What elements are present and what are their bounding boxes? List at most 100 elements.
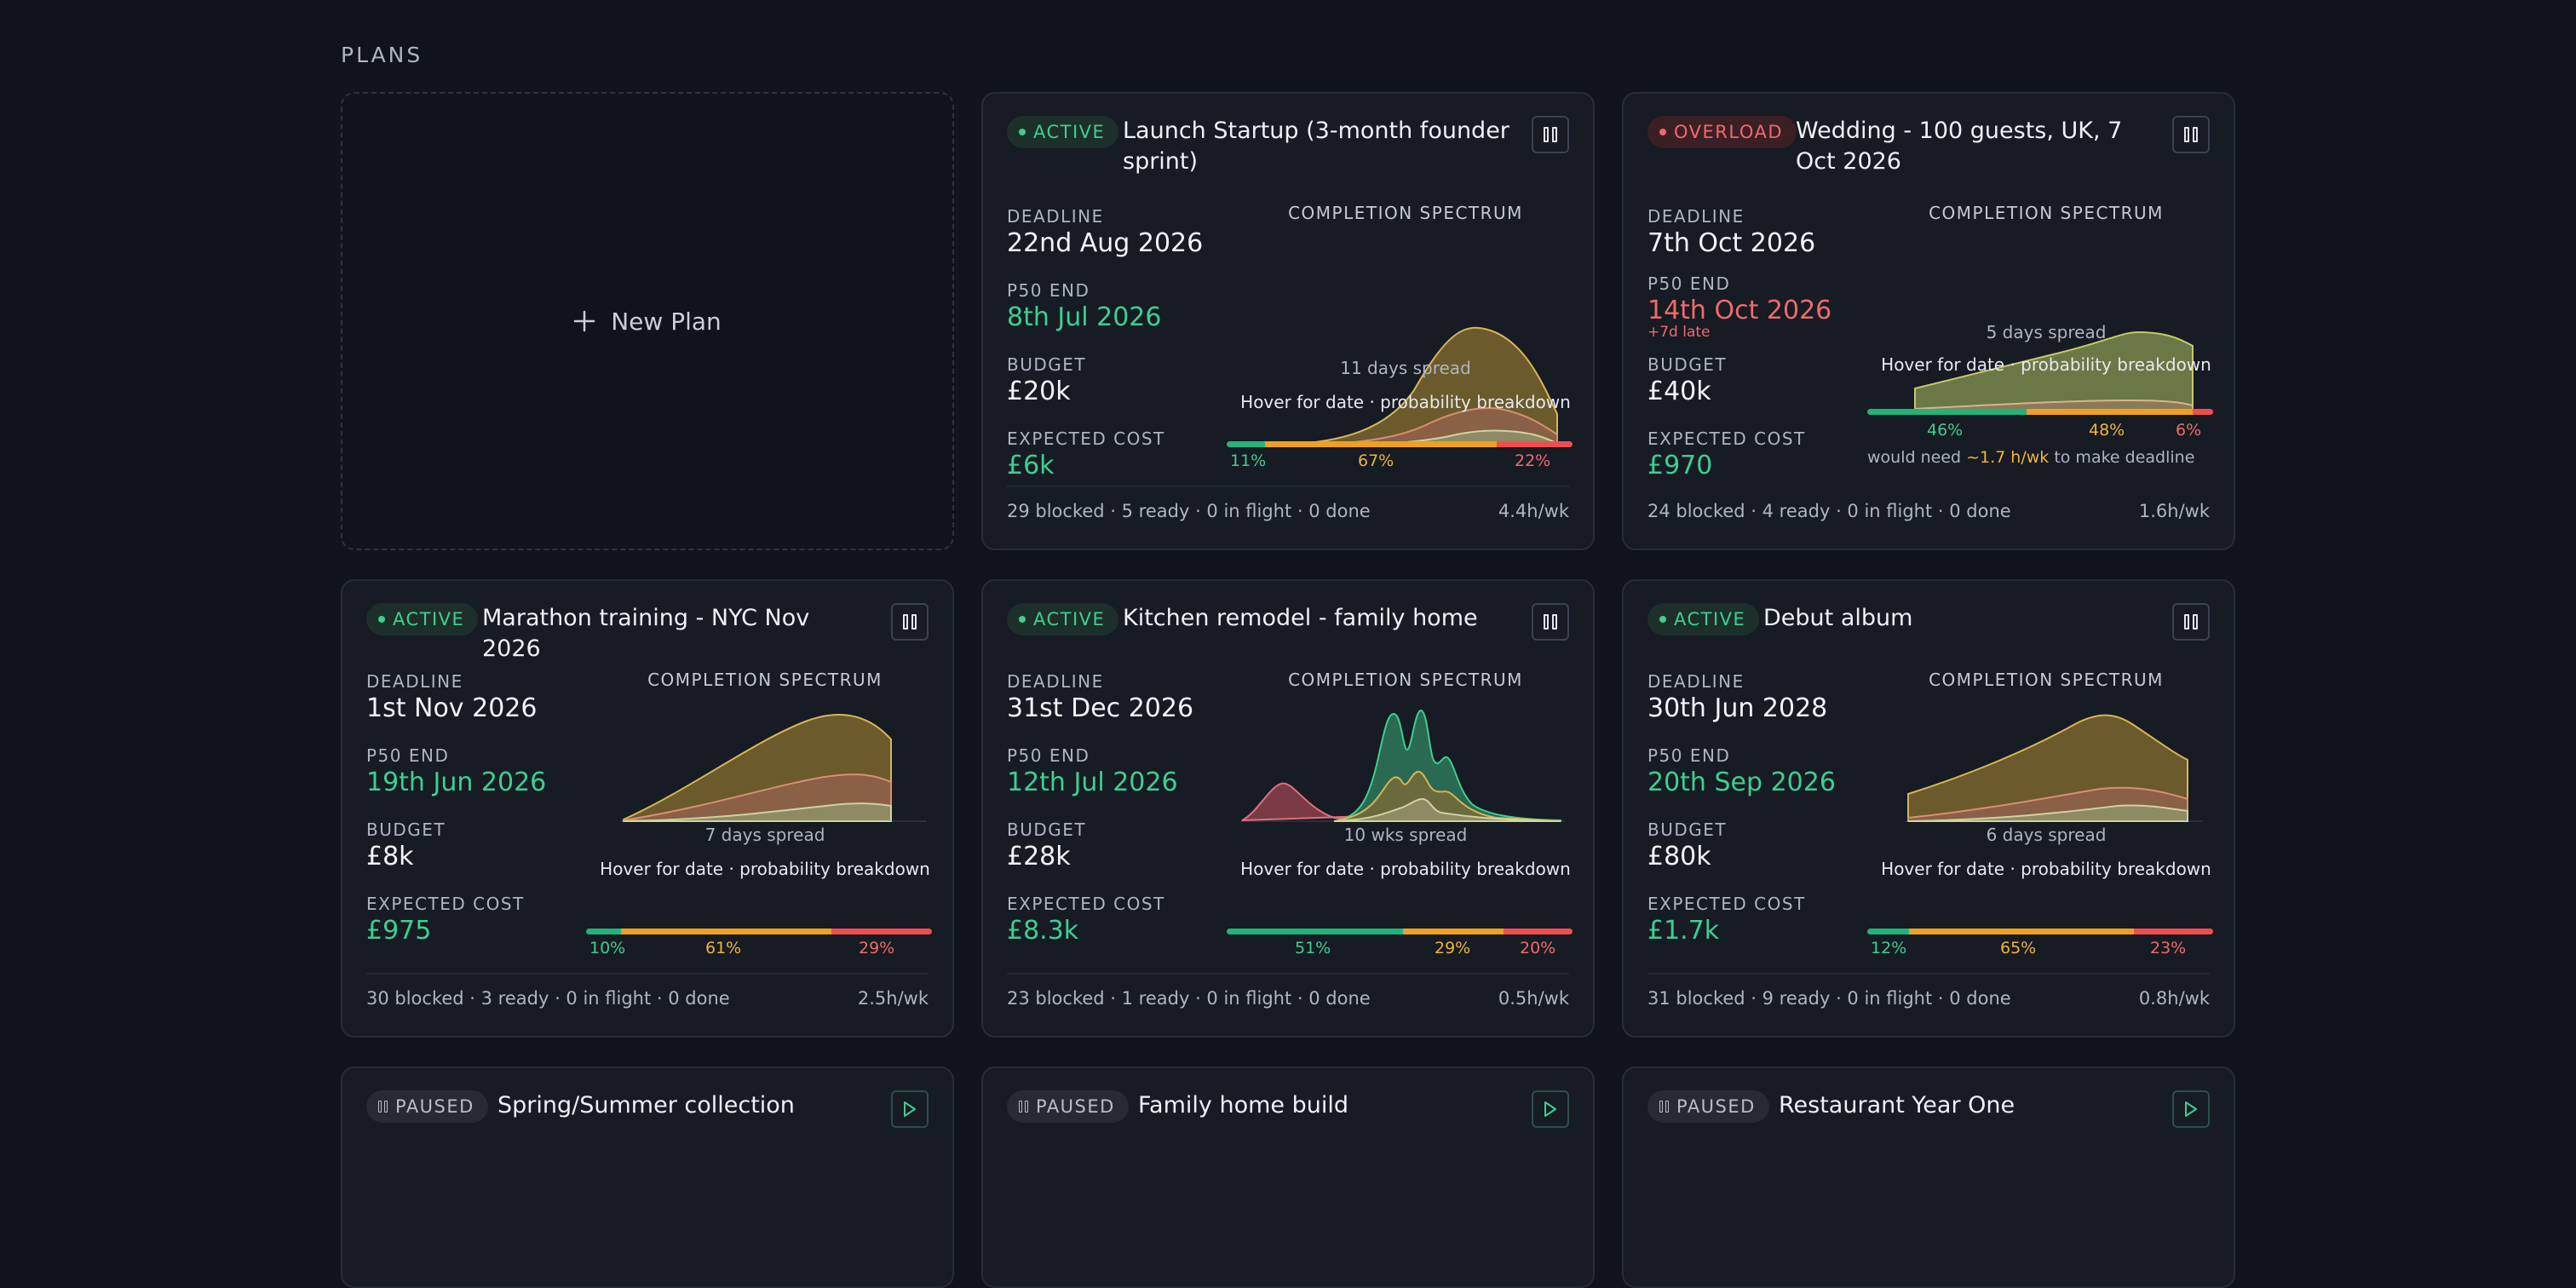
- plan-footer: 31 blocked · 9 ready · 0 in flight · 0 d…: [1647, 988, 2210, 1009]
- deadline-label: DEADLINE: [1007, 206, 1104, 227]
- plan-card-marathon[interactable]: ACTIVE Marathon training - NYC Nov 2026 …: [341, 579, 954, 1038]
- p50-value: 20th Sep 2026: [1647, 768, 1836, 797]
- spread-label: 7 days spread: [704, 825, 825, 845]
- plan-title[interactable]: Launch Startup (3-month founder sprint): [1123, 118, 1509, 175]
- weekly-rate: 0.8h/wk: [2138, 988, 2210, 1009]
- budget-label: BUDGET: [366, 819, 446, 840]
- play-icon: [2185, 1101, 2197, 1117]
- deadline-hint: would need ~1.7 h/wk to make deadline: [1867, 448, 2195, 467]
- p50-value: 8th Jul 2026: [1007, 302, 1162, 332]
- budget-value: £20k: [1007, 377, 1071, 406]
- budget-label: BUDGET: [1647, 819, 1728, 840]
- paused-icon: [1659, 1101, 1669, 1113]
- budget-value: £28k: [1007, 842, 1071, 871]
- resume-button[interactable]: [2172, 1090, 2210, 1128]
- status-badge: ACTIVE: [1007, 603, 1119, 635]
- pause-button[interactable]: [1532, 603, 1569, 641]
- pause-button[interactable]: [2172, 603, 2210, 641]
- deadline-value: 1st Nov 2026: [366, 693, 538, 723]
- completion-spectrum-chart[interactable]: [620, 705, 927, 825]
- cost-pct-over: 22%: [1515, 451, 1551, 470]
- divider: [1007, 486, 1569, 487]
- plan-card-family-home-build[interactable]: PAUSED Family home build: [981, 1067, 1595, 1288]
- status-dot-icon: [1019, 129, 1026, 135]
- weekly-rate: 0.5h/wk: [1498, 988, 1569, 1009]
- budget-value: £8k: [366, 842, 414, 871]
- completion-spectrum-chart[interactable]: [1252, 237, 1567, 450]
- plan-card-wedding[interactable]: OVERLOAD Wedding - 100 guests, UK, 7 Oct…: [1622, 92, 2235, 550]
- completion-spectrum-chart[interactable]: [1905, 705, 2203, 825]
- p50-value: 14th Oct 2026: [1647, 296, 1832, 325]
- plan-title[interactable]: Wedding - 100 guests, UK, 7 Oct 2026: [1796, 118, 2123, 175]
- resume-button[interactable]: [891, 1090, 929, 1128]
- plan-card-kitchen[interactable]: ACTIVE Kitchen remodel - family home DEA…: [981, 579, 1595, 1038]
- plan-title[interactable]: Debut album: [1763, 605, 1913, 631]
- status-badge: PAUSED: [366, 1090, 488, 1123]
- plan-title[interactable]: Kitchen remodel - family home: [1123, 605, 1478, 631]
- plan-card-launch-startup[interactable]: ACTIVE Launch Startup (3-month founder s…: [981, 92, 1595, 550]
- cost-pct-mid: 48%: [2089, 421, 2125, 440]
- hover-hint: Hover for date · probability breakdown: [1240, 859, 1571, 879]
- plan-card-restaurant-year-one[interactable]: PAUSED Restaurant Year One: [1622, 1067, 2235, 1288]
- cost-probability-bar: [586, 929, 932, 934]
- spectrum-title: COMPLETION SPECTRUM: [647, 670, 883, 690]
- p50-label: P50 END: [1007, 745, 1090, 766]
- expected-cost-label: EXPECTED COST: [1647, 428, 1806, 449]
- task-counts: 29 blocked · 5 ready · 0 in flight · 0 d…: [1007, 501, 1371, 521]
- spectrum-title: COMPLETION SPECTRUM: [1288, 670, 1523, 690]
- pause-icon: [903, 614, 917, 630]
- cost-pct-over: 29%: [859, 939, 895, 957]
- pause-button[interactable]: [891, 603, 929, 641]
- cost-pct-over: 23%: [2150, 939, 2187, 957]
- status-badge: ACTIVE: [1007, 116, 1119, 148]
- weekly-rate: 4.4h/wk: [1498, 501, 1569, 521]
- plan-title[interactable]: Family home build: [1138, 1092, 1348, 1118]
- resume-button[interactable]: [1532, 1090, 1569, 1128]
- pause-icon: [1544, 614, 1557, 630]
- deadline-label: DEADLINE: [1647, 671, 1745, 692]
- cost-pct-under: 12%: [1871, 939, 1907, 957]
- plan-title[interactable]: Restaurant Year One: [1779, 1092, 2015, 1118]
- status-badge: OVERLOAD: [1647, 116, 1797, 148]
- plan-card-spring-summer[interactable]: PAUSED Spring/Summer collection: [341, 1067, 954, 1288]
- cost-probability-bar: [1867, 929, 2213, 934]
- paused-icon: [378, 1101, 388, 1113]
- cost-pct-under: 11%: [1230, 451, 1267, 470]
- plan-footer: 29 blocked · 5 ready · 0 in flight · 0 d…: [1007, 501, 1569, 521]
- status-dot-icon: [1659, 129, 1666, 135]
- p50-value: 12th Jul 2026: [1007, 768, 1178, 797]
- cost-pct-mid: 67%: [1358, 451, 1394, 470]
- status-badge: PAUSED: [1007, 1090, 1129, 1123]
- plan-title[interactable]: Marathon training - NYC Nov 2026: [482, 605, 810, 662]
- new-plan-button[interactable]: New Plan: [341, 92, 954, 550]
- deadline-label: DEADLINE: [366, 671, 463, 692]
- spread-label: 10 wks spread: [1343, 825, 1468, 845]
- cost-pct-under: 10%: [589, 939, 626, 957]
- plan-card-debut-album[interactable]: ACTIVE Debut album DEADLINE 30th Jun 202…: [1622, 579, 2235, 1038]
- plan-footer: 23 blocked · 1 ready · 0 in flight · 0 d…: [1007, 988, 1569, 1009]
- expected-cost-value: £975: [366, 916, 432, 946]
- cost-pct-mid: 29%: [1435, 939, 1471, 957]
- task-counts: 23 blocked · 1 ready · 0 in flight · 0 d…: [1007, 988, 1371, 1009]
- status-badge: ACTIVE: [1647, 603, 1760, 635]
- deadline-value: 22nd Aug 2026: [1007, 228, 1204, 258]
- task-counts: 31 blocked · 9 ready · 0 in flight · 0 d…: [1647, 988, 2011, 1009]
- task-counts: 24 blocked · 4 ready · 0 in flight · 0 d…: [1647, 501, 2011, 521]
- divider: [366, 973, 929, 975]
- divider: [1647, 973, 2210, 975]
- budget-value: £40k: [1647, 377, 1711, 406]
- plan-title[interactable]: Spring/Summer collection: [497, 1092, 795, 1118]
- play-icon: [904, 1101, 916, 1117]
- spread-label: 6 days spread: [1986, 825, 2107, 845]
- pause-button[interactable]: [1532, 116, 1569, 153]
- hover-hint: Hover for date · probability breakdown: [600, 859, 930, 879]
- weekly-rate: 1.6h/wk: [2138, 501, 2210, 521]
- completion-spectrum-chart[interactable]: [1240, 705, 1564, 825]
- status-dot-icon: [378, 616, 385, 623]
- pause-button[interactable]: [2172, 116, 2210, 153]
- deadline-value: 7th Oct 2026: [1647, 228, 1816, 258]
- cost-pct-over: 20%: [1520, 939, 1556, 957]
- p50-label: P50 END: [1647, 273, 1731, 294]
- spread-label: 11 days spread: [1340, 358, 1471, 378]
- expected-cost-label: EXPECTED COST: [1007, 894, 1165, 914]
